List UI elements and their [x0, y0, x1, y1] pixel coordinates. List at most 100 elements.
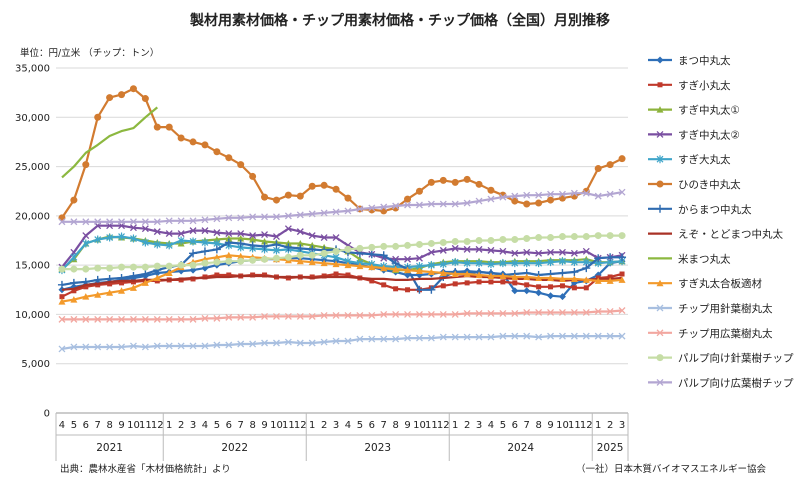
data-point [463, 270, 471, 278]
data-point [511, 236, 519, 244]
data-point [70, 253, 78, 262]
data-point [201, 238, 209, 247]
data-point [308, 232, 316, 240]
data-point [511, 259, 519, 268]
data-point [58, 315, 66, 323]
data-point [368, 204, 376, 212]
data-point [201, 216, 209, 224]
data-point [177, 342, 185, 350]
data-point [594, 192, 602, 200]
data-point [427, 285, 436, 294]
data-point [594, 165, 602, 173]
legend-label: すぎ中丸太① [678, 104, 740, 117]
x-tick-label: 5 [357, 420, 363, 431]
x-tick-label: 6 [369, 420, 375, 431]
x-tick-label: 8 [106, 420, 112, 431]
data-point [463, 237, 471, 245]
legend-entry: チップ用針葉樹丸太 [648, 302, 773, 315]
data-point [499, 272, 507, 279]
year-label: 2022 [221, 442, 248, 454]
data-point [475, 245, 483, 253]
data-point [129, 85, 137, 93]
data-point [559, 257, 566, 266]
data-point [618, 188, 626, 196]
data-point [284, 243, 293, 252]
data-point [380, 335, 388, 343]
data-point [58, 345, 66, 353]
data-point [439, 269, 447, 277]
data-point [582, 233, 590, 241]
year-label: 2025 [597, 442, 624, 454]
legend-label: えぞ・とどまつ中丸太 [678, 228, 783, 241]
data-point [189, 315, 197, 323]
data-point [619, 271, 625, 277]
data-point [559, 283, 565, 289]
data-point [213, 341, 221, 349]
series-lines [57, 85, 627, 353]
data-point [439, 260, 447, 269]
data-point [153, 123, 161, 131]
data-point [427, 261, 435, 270]
data-point [415, 240, 423, 248]
data-point [427, 268, 435, 276]
y-tick-label: 25,000 [15, 162, 50, 173]
data-point [189, 227, 197, 235]
data-point [344, 337, 352, 345]
data-point [499, 247, 507, 255]
data-point [129, 271, 138, 280]
data-point [177, 217, 185, 225]
data-point [404, 195, 412, 203]
data-point [249, 232, 257, 240]
y-tick-label: 30,000 [15, 113, 50, 124]
data-point [320, 249, 328, 257]
data-point [118, 91, 126, 99]
data-point [165, 241, 173, 250]
data-point [368, 335, 376, 343]
data-point [523, 259, 531, 268]
data-point [547, 190, 555, 198]
x-tick-label: 9 [261, 420, 267, 431]
data-point [523, 273, 531, 280]
series-line [61, 235, 623, 271]
data-point [225, 341, 233, 349]
data-point [94, 113, 102, 121]
data-point [535, 289, 543, 297]
series-line [62, 191, 623, 223]
data-point [368, 243, 376, 251]
data-point [392, 265, 400, 273]
legend-marker [657, 82, 663, 88]
x-tick-label: 7 [381, 420, 387, 431]
legend-marker [656, 354, 664, 362]
data-point [558, 332, 566, 340]
data-point [237, 340, 245, 348]
data-point [237, 235, 245, 242]
data-point [272, 196, 280, 204]
data-point [582, 189, 590, 197]
data-point [82, 293, 90, 300]
data-point [451, 258, 459, 267]
data-point [94, 291, 102, 298]
data-point [439, 333, 447, 341]
data-point [296, 244, 305, 253]
series-line [61, 335, 622, 350]
data-point [165, 269, 173, 277]
data-point [439, 246, 447, 254]
data-point [272, 339, 280, 347]
data-point [570, 249, 578, 257]
data-point [570, 275, 578, 282]
x-tick-label: 3 [333, 420, 339, 431]
data-point [511, 249, 519, 257]
data-point [261, 312, 269, 320]
x-tick-label: 2 [607, 420, 613, 431]
data-point [226, 272, 232, 278]
x-tick-label: 8 [535, 420, 541, 431]
data-point [261, 255, 269, 263]
data-point [618, 232, 626, 240]
series-13 [58, 232, 626, 273]
data-point [320, 259, 328, 267]
data-point [535, 249, 543, 257]
x-tick-label: 7 [95, 420, 101, 431]
data-point [558, 275, 566, 282]
data-point [368, 311, 376, 319]
year-label: 2021 [96, 442, 123, 454]
